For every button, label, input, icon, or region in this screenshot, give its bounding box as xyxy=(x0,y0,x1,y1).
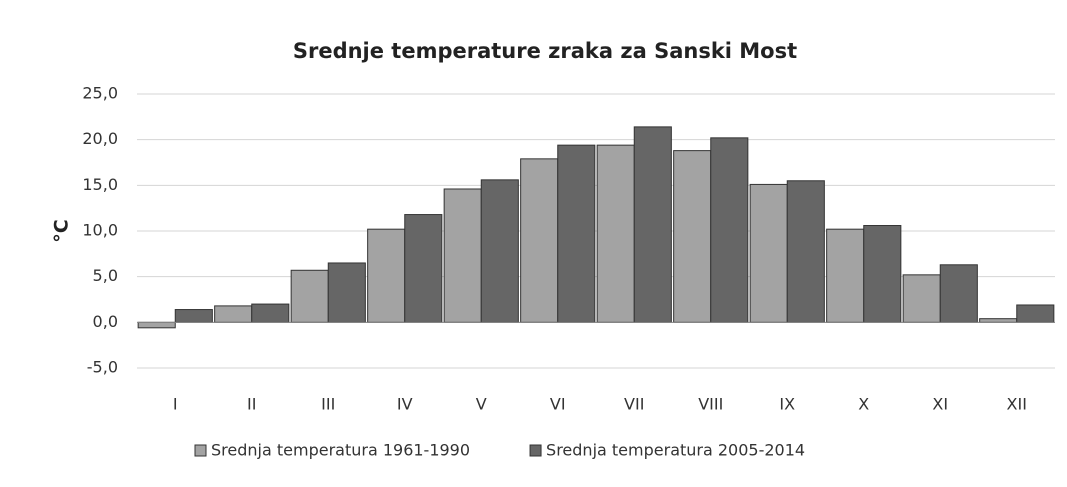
x-tick-label: IV xyxy=(397,395,413,414)
bar xyxy=(786,180,825,323)
bar xyxy=(214,305,253,323)
x-tick-label: III xyxy=(321,395,335,414)
bar xyxy=(596,144,635,323)
y-tick-label: 0,0 xyxy=(93,312,118,331)
x-tick-label: XII xyxy=(1007,395,1027,414)
y-tick-label: 10,0 xyxy=(82,221,118,240)
y-tick-label: 25,0 xyxy=(82,84,118,103)
x-tick-label: VI xyxy=(550,395,566,414)
bar xyxy=(902,274,941,323)
bar xyxy=(137,321,176,329)
y-tick-label: 20,0 xyxy=(82,129,118,148)
bar xyxy=(863,225,902,323)
legend-swatch xyxy=(194,444,207,457)
x-tick-label: IX xyxy=(779,395,795,414)
legend-swatch xyxy=(529,444,542,457)
bar xyxy=(979,318,1018,323)
chart-title: Srednje temperature zraka za Sanski Most xyxy=(293,39,797,63)
y-axis-label: °C xyxy=(51,219,73,242)
bar xyxy=(633,126,672,323)
x-tick-label: VIII xyxy=(698,395,723,414)
bar xyxy=(826,228,865,323)
y-tick-label: 5,0 xyxy=(93,266,118,285)
bar xyxy=(290,269,329,323)
legend-label: Srednja temperatura 2005-2014 xyxy=(546,441,805,460)
legend-label: Srednja temperatura 1961-1990 xyxy=(211,441,470,460)
bar xyxy=(404,214,443,323)
bar xyxy=(557,144,596,323)
x-tick-label: V xyxy=(476,395,487,414)
bar xyxy=(327,262,366,323)
bar xyxy=(520,158,559,323)
x-tick-label: II xyxy=(247,395,256,414)
x-tick-label: I xyxy=(173,395,178,414)
bar xyxy=(673,150,712,323)
x-tick-label: VII xyxy=(624,395,644,414)
bar xyxy=(939,264,978,323)
bar xyxy=(1016,304,1055,323)
bar xyxy=(749,183,788,323)
bar xyxy=(480,179,519,323)
bar xyxy=(710,137,749,323)
bar xyxy=(367,228,406,323)
y-tick-label: 15,0 xyxy=(82,175,118,194)
bar xyxy=(443,188,482,323)
bar xyxy=(174,309,213,323)
x-tick-label: XI xyxy=(932,395,948,414)
bar xyxy=(251,303,290,323)
y-tick-label: -5,0 xyxy=(87,358,118,377)
x-tick-label: X xyxy=(858,395,869,414)
